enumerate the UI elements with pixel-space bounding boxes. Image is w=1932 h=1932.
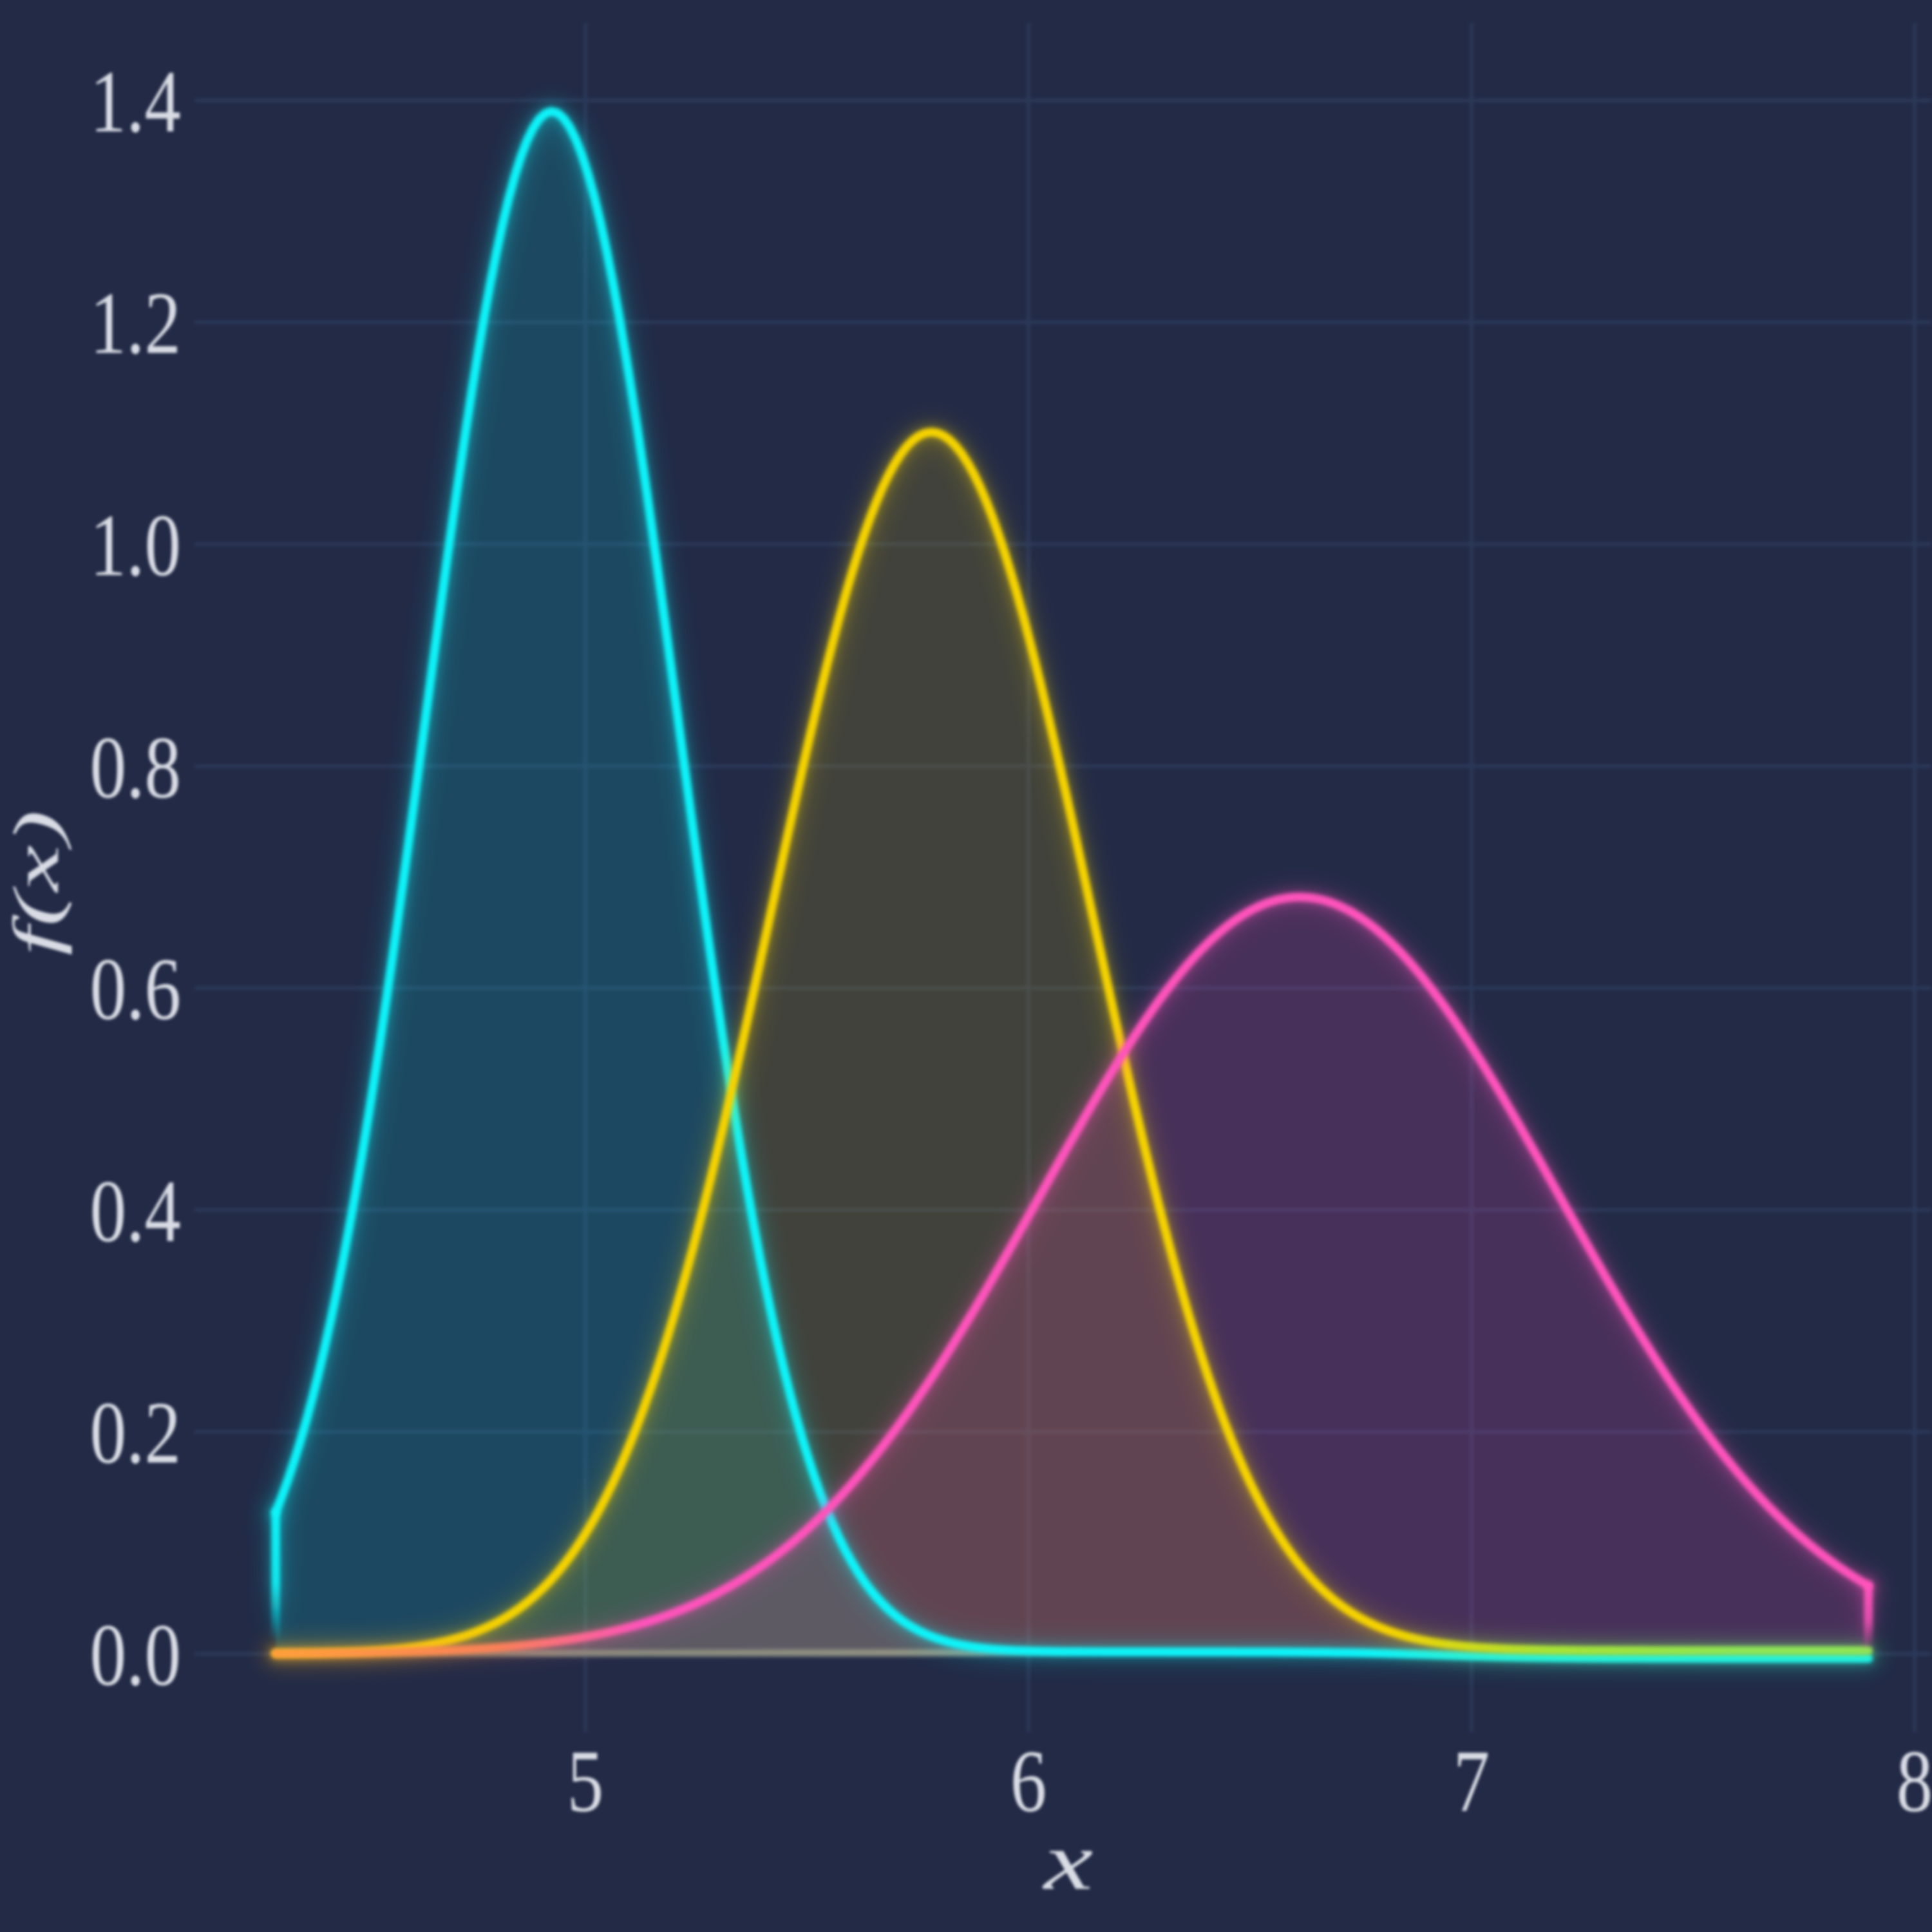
svg-text:8: 8 <box>1897 1733 1932 1831</box>
svg-text:x: x <box>1042 1815 1093 1907</box>
svg-text:6: 6 <box>1010 1733 1047 1831</box>
svg-text:1.0: 1.0 <box>90 497 181 595</box>
svg-text:1.2: 1.2 <box>90 275 181 373</box>
svg-text:f(x): f(x) <box>1 810 73 956</box>
svg-text:0.8: 0.8 <box>90 719 181 817</box>
svg-text:0.2: 0.2 <box>90 1385 181 1482</box>
svg-text:7: 7 <box>1454 1733 1490 1831</box>
svg-text:5: 5 <box>567 1733 604 1831</box>
svg-text:0.0: 0.0 <box>90 1607 181 1705</box>
svg-text:1.4: 1.4 <box>90 53 181 151</box>
svg-text:0.4: 0.4 <box>90 1163 181 1261</box>
svg-text:0.6: 0.6 <box>90 941 181 1039</box>
